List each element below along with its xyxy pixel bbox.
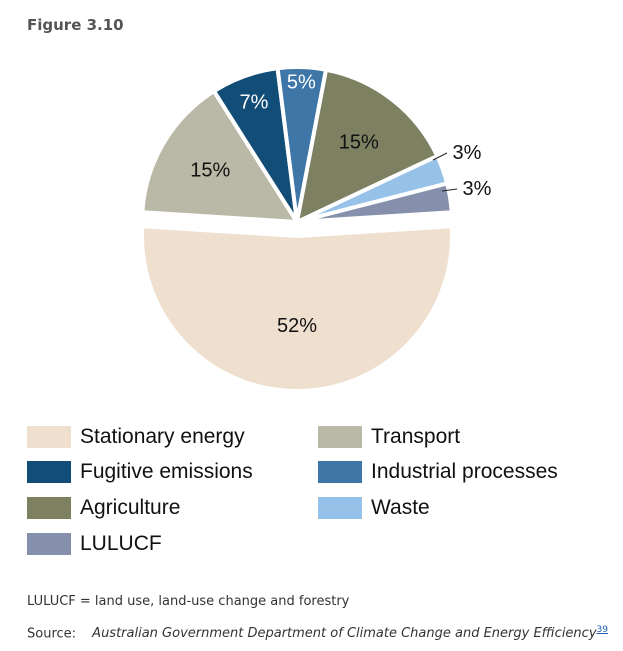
legend-swatch-stationary-energy bbox=[27, 426, 71, 448]
legend-item-lulucf: LULUCF bbox=[27, 532, 162, 556]
pie-slice-lulucf bbox=[295, 181, 454, 224]
legend-label-stationary-energy: Stationary energy bbox=[80, 425, 245, 448]
figure-label: Figure 3.10 bbox=[27, 16, 124, 34]
legend-swatch-industrial-processes bbox=[318, 461, 362, 483]
pie-slice-stationary-energy bbox=[140, 224, 454, 393]
data-label-transport: 15% bbox=[190, 160, 230, 182]
pie-slice-agriculture bbox=[295, 67, 440, 224]
legend-item-fugitive-emissions: Fugitive emissions bbox=[27, 460, 253, 484]
source-line: Source: Australian Government Department… bbox=[27, 625, 608, 641]
source-text: Australian Government Department of Clim… bbox=[92, 626, 597, 642]
footnote: LULUCF = land use, land-use change and f… bbox=[27, 594, 350, 609]
legend-swatch-transport bbox=[318, 426, 362, 448]
data-label-agriculture: 15% bbox=[339, 131, 379, 153]
leader-line-waste bbox=[432, 152, 448, 161]
legend-swatch-waste bbox=[318, 497, 362, 519]
data-label-lulucf: 3% bbox=[463, 178, 492, 200]
legend-item-waste: Waste bbox=[318, 496, 430, 520]
legend-item-industrial-processes: Industrial processes bbox=[318, 460, 558, 484]
source-reference-link[interactable]: 39 bbox=[596, 625, 608, 635]
legend-label-agriculture: Agriculture bbox=[80, 496, 181, 519]
legend-swatch-fugitive-emissions bbox=[27, 461, 71, 483]
legend-label-fugitive-emissions: Fugitive emissions bbox=[80, 460, 253, 483]
legend-label-waste: Waste bbox=[371, 496, 430, 519]
legend-item-stationary-energy: Stationary energy bbox=[27, 425, 245, 449]
legend-swatch-agriculture bbox=[27, 497, 71, 519]
pie-chart: 52% 15% 7% 5% 15% 3% 3% bbox=[140, 65, 492, 393]
legend-label-industrial-processes: Industrial processes bbox=[371, 460, 558, 483]
legend-item-transport: Transport bbox=[318, 425, 460, 449]
data-label-stationary-energy: 52% bbox=[277, 315, 317, 337]
pie-slice-transport bbox=[140, 89, 299, 224]
legend-item-agriculture: Agriculture bbox=[27, 496, 180, 520]
source-label: Source: bbox=[27, 626, 77, 642]
legend-swatch-lulucf bbox=[27, 533, 71, 555]
data-label-fugitive-emissions: 7% bbox=[239, 91, 268, 113]
leader-line-lulucf bbox=[441, 188, 458, 192]
legend-label-transport: Transport bbox=[371, 425, 461, 448]
data-label-industrial-processes: 5% bbox=[287, 72, 316, 94]
data-label-waste: 3% bbox=[453, 142, 482, 164]
legend-label-lulucf: LULUCF bbox=[80, 532, 162, 555]
